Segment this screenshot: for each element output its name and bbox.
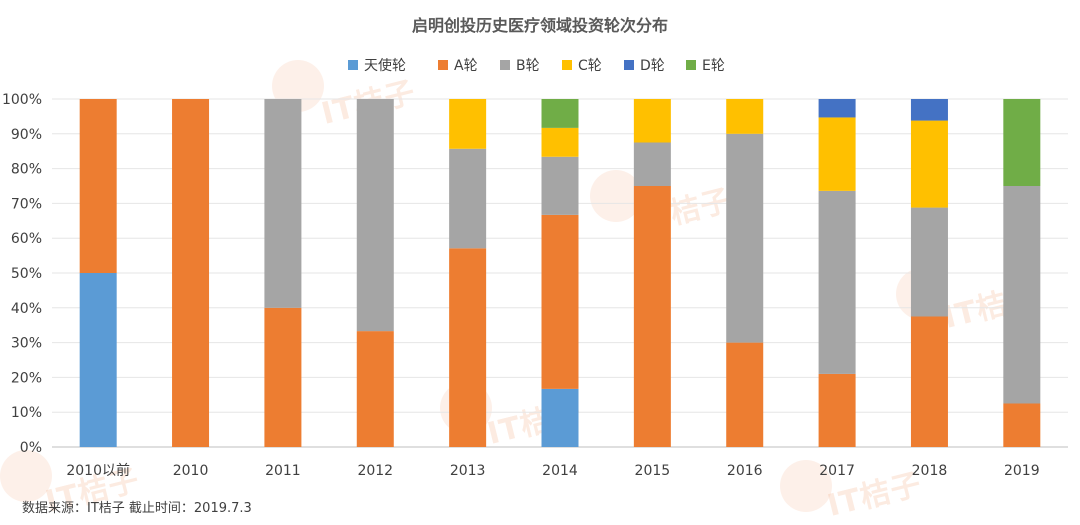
bar-segment (818, 99, 856, 118)
bar-segment (633, 186, 671, 447)
y-tick-label: 20% (11, 370, 42, 386)
x-tick-label: 2016 (727, 463, 763, 479)
legend-label: B轮 (516, 58, 540, 74)
x-tick-label: 2015 (635, 463, 671, 479)
legend-label: 天使轮 (364, 57, 406, 74)
y-tick-label: 50% (11, 266, 42, 282)
legend-swatch (348, 60, 358, 70)
bar-segment (726, 99, 764, 134)
x-tick-label: 2018 (912, 463, 948, 479)
bar-segment (541, 156, 579, 215)
bar-segment (449, 99, 487, 149)
bar-segment (541, 127, 579, 157)
bar-segment (79, 99, 117, 273)
bar-segment (633, 142, 671, 186)
watermark-logo-icon (780, 460, 832, 512)
watermark-logo-icon (590, 170, 642, 222)
bar-segment (910, 316, 948, 447)
legend-label: A轮 (454, 58, 478, 74)
bar-segment (910, 120, 948, 208)
bar-segment (910, 207, 948, 317)
y-tick-label: 30% (11, 336, 42, 352)
bar-segment (356, 99, 394, 332)
bar-segment (818, 190, 856, 374)
bar-segment (449, 148, 487, 249)
legend-swatch (562, 60, 572, 70)
watermark-logo-icon (0, 450, 52, 502)
bar-segment (264, 307, 302, 447)
x-tick-label: 2011 (265, 463, 301, 479)
legend-label: C轮 (578, 58, 602, 74)
x-tick-label: 2017 (819, 463, 855, 479)
x-tick-label: 2013 (450, 463, 486, 479)
y-tick-label: 60% (11, 231, 42, 247)
y-tick-label: 90% (11, 127, 42, 143)
bar-segment (818, 373, 856, 447)
y-tick-label: 70% (11, 196, 42, 212)
legend-label: E轮 (702, 58, 725, 74)
bar-segment (172, 99, 210, 447)
bar-segment (541, 99, 579, 128)
bar-segment (449, 248, 487, 447)
bar-segment (1003, 403, 1041, 447)
bar-segment (726, 342, 764, 447)
data-source-note: 数据来源：IT桔子 截止时间：2019.7.3 (22, 501, 252, 516)
legend-label: D轮 (640, 58, 665, 74)
bar-segment (818, 117, 856, 191)
bar-segment (633, 99, 671, 143)
x-tick-label: 2014 (542, 463, 578, 479)
legend-swatch (438, 60, 448, 70)
bar-segment (541, 214, 579, 389)
bar-segment (79, 273, 117, 447)
legend-swatch (686, 60, 696, 70)
y-tick-label: 10% (11, 405, 42, 421)
bar-segment (726, 133, 764, 343)
y-tick-label: 80% (11, 162, 42, 178)
chart-title: 启明创投历史医疗领域投资轮次分布 (411, 16, 668, 35)
bar-segment (1003, 186, 1041, 404)
y-tick-label: 0% (20, 440, 42, 456)
bar-segment (264, 99, 302, 308)
x-tick-label: 2012 (357, 463, 393, 479)
bar-segment (541, 388, 579, 447)
legend-swatch (624, 60, 634, 70)
y-tick-label: 100% (2, 92, 42, 108)
bar-segment (1003, 99, 1041, 186)
x-tick-label: 2010 (173, 463, 209, 479)
legend-swatch (500, 60, 510, 70)
bar-segment (356, 331, 394, 447)
y-tick-label: 40% (11, 301, 42, 317)
x-tick-label: 2019 (1004, 463, 1040, 479)
x-tick-label: 2010以前 (66, 462, 130, 479)
bar-segment (910, 99, 948, 121)
